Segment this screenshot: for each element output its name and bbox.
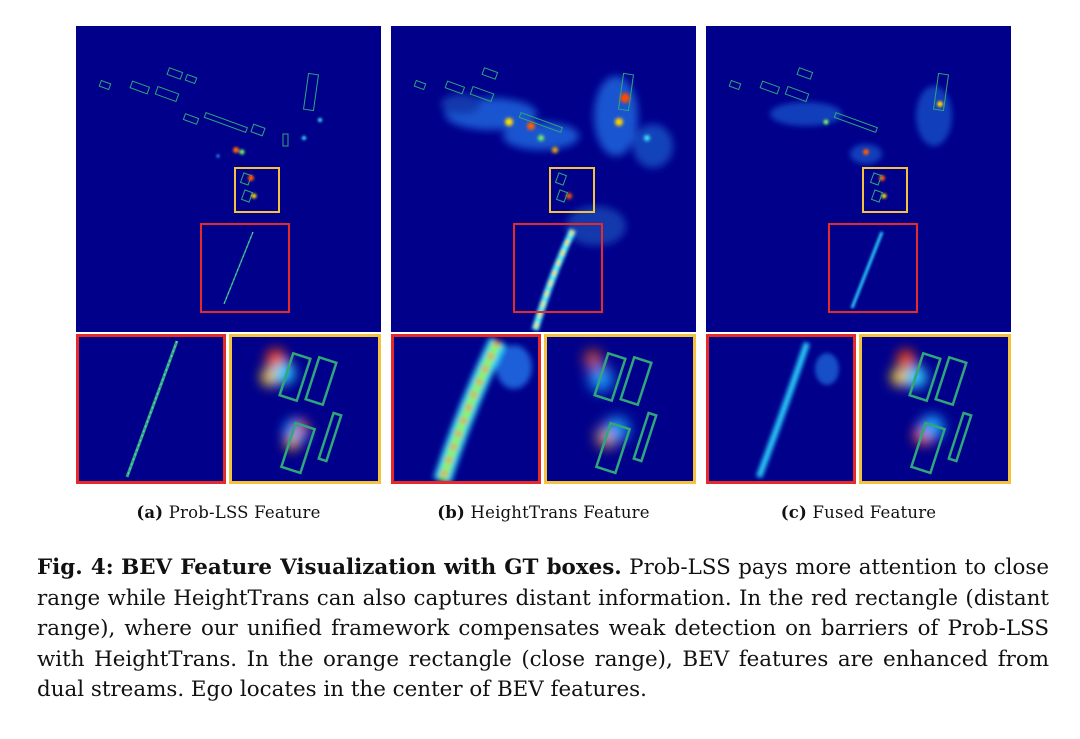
zoom-red-c-canvas — [756, 342, 839, 479]
zoom-red-a — [76, 334, 226, 484]
heat-glow-b — [441, 76, 673, 246]
panel-a-prob-lss — [76, 26, 381, 486]
subcaption-label: HeightTrans Feature — [470, 503, 650, 522]
bev-heatmap-c — [728, 67, 952, 313]
zoom-red-b-canvas — [433, 337, 532, 481]
heat-spots-b — [505, 93, 650, 199]
bev-heatmap-b — [413, 67, 673, 331]
subcaption-c: (c) Fused Feature — [706, 503, 1011, 522]
bev-map-c — [706, 26, 1011, 332]
orange-rect-b — [549, 167, 595, 213]
gt-boxes-a — [98, 67, 320, 203]
barrier-a — [223, 231, 254, 305]
figure-body: Prob-LSS pays more attention to close ra… — [37, 555, 1049, 702]
figure-caption: Fig. 4: BEV Feature Visualization with G… — [37, 553, 1049, 706]
subcaption-a: (a) Prob-LSS Feature — [76, 503, 381, 522]
subcaption-label: Prob-LSS Feature — [168, 503, 321, 522]
orange-rect-c — [862, 167, 908, 213]
zoom-orange-c — [859, 334, 1011, 484]
subcaption-tag: (c) — [780, 503, 808, 522]
red-rect-c — [828, 223, 918, 313]
figure-number: Fig. 4: — [37, 555, 114, 580]
zoom-red-c — [706, 334, 856, 484]
zoom-red-b — [391, 334, 541, 484]
zoom-orange-c-canvas — [891, 350, 973, 475]
zoom-orange-a-canvas — [261, 349, 343, 475]
red-rect-b — [513, 223, 603, 313]
bev-heatmap-a — [98, 67, 322, 313]
subcaption-label: Fused Feature — [812, 503, 937, 522]
zoom-orange-a — [229, 334, 381, 484]
bev-map-a — [76, 26, 381, 332]
figure-title: BEV Feature Visualization with GT boxes. — [121, 555, 622, 580]
zoom-orange-b — [544, 334, 696, 484]
subcaption-b: (b) HeightTrans Feature — [391, 503, 696, 522]
zoom-orange-b-canvas — [585, 351, 658, 475]
bev-map-b — [391, 26, 696, 332]
heat-spots-a — [216, 118, 322, 199]
red-rect-a — [200, 223, 290, 313]
panel-c-fused — [706, 26, 1011, 486]
barrier-heat-b — [531, 228, 577, 331]
zoom-red-a-canvas — [125, 340, 179, 478]
subcaption-tag: (a) — [136, 503, 164, 522]
panel-b-heighttrans — [391, 26, 696, 486]
subcaption-tag: (b) — [437, 503, 466, 522]
orange-rect-a — [234, 167, 280, 213]
